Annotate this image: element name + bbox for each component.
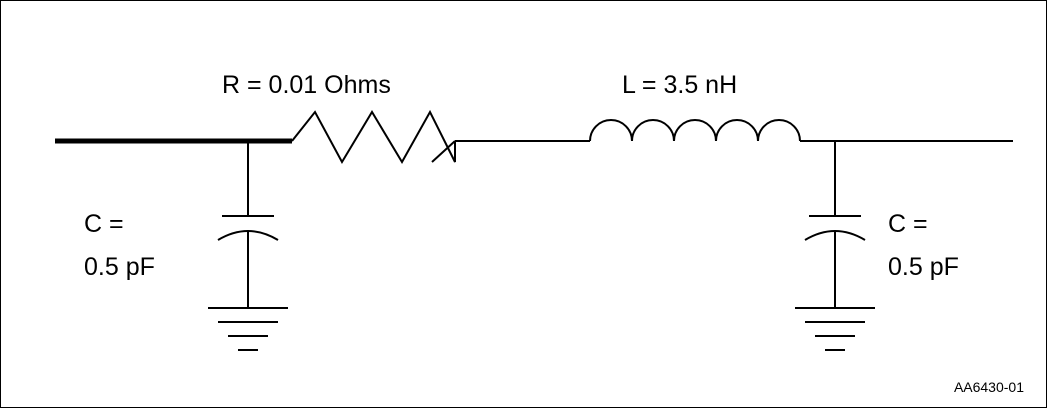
- inductor-symbol: [589, 119, 801, 142]
- figure-id: AA6430-01: [954, 379, 1024, 395]
- resistor-label: R = 0.01 Ohms: [222, 71, 391, 99]
- left-capacitor-label-line2: 0.5 pF: [84, 253, 155, 281]
- right-capacitor-label-line2: 0.5 pF: [888, 253, 959, 281]
- resistor-symbol: [291, 109, 456, 165]
- right-capacitor-label-line1: C =: [888, 210, 928, 238]
- left-capacitor-label-line1: C =: [84, 210, 124, 238]
- resistor-tail: [431, 140, 456, 163]
- right-capacitor-symbol: [804, 141, 866, 308]
- left-capacitor-symbol: [217, 141, 279, 308]
- inductor-label: L = 3.5 nH: [622, 71, 737, 99]
- right-ground-symbol: [795, 307, 875, 351]
- left-ground-symbol: [208, 307, 288, 351]
